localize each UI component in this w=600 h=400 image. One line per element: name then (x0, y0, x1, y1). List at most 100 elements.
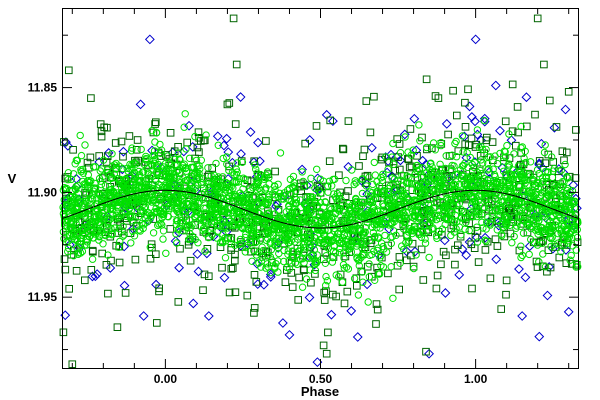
data-point (548, 223, 556, 231)
data-point (99, 156, 108, 164)
data-point (564, 237, 572, 245)
data-point (127, 147, 136, 155)
data-point (145, 210, 154, 218)
data-point (344, 187, 352, 195)
data-point (344, 265, 353, 273)
data-point (486, 153, 494, 161)
data-point (125, 185, 133, 194)
data-point (135, 167, 143, 176)
data-point (384, 165, 392, 173)
data-point (516, 182, 524, 191)
data-point (439, 247, 448, 256)
data-point (380, 188, 388, 196)
data-point (103, 166, 112, 174)
data-point (201, 226, 209, 234)
data-point (281, 231, 289, 240)
data-point (347, 210, 356, 218)
data-point (484, 201, 493, 210)
data-point (64, 247, 72, 256)
data-point (322, 287, 330, 295)
data-point (416, 182, 424, 191)
data-point (250, 304, 259, 312)
data-point (263, 260, 272, 268)
data-point (453, 111, 461, 120)
data-point (559, 235, 568, 244)
data-point (364, 209, 372, 217)
data-point (236, 235, 245, 244)
data-point (245, 217, 253, 225)
data-point (411, 170, 419, 178)
data-point (291, 223, 300, 232)
data-point (216, 238, 225, 247)
data-point (129, 227, 137, 236)
data-point (231, 241, 239, 250)
data-point (321, 198, 329, 206)
data-point (473, 212, 481, 221)
data-point (501, 148, 509, 156)
data-point (501, 117, 510, 126)
data-point (104, 230, 113, 238)
data-point (317, 239, 325, 247)
data-point (473, 238, 482, 246)
data-point (271, 238, 279, 246)
data-point (480, 232, 491, 243)
data-point (526, 158, 535, 166)
data-point (261, 186, 269, 194)
data-point (503, 220, 511, 228)
data-point (475, 210, 483, 219)
data-point (422, 143, 431, 152)
data-point (153, 208, 161, 217)
data-point (390, 160, 398, 169)
data-point (560, 104, 571, 115)
data-point (366, 188, 374, 196)
data-point (90, 184, 98, 192)
data-point (377, 251, 385, 260)
data-point (467, 209, 476, 217)
data-point (227, 265, 236, 273)
data-point (159, 235, 167, 243)
data-point (339, 239, 348, 248)
data-point (175, 194, 183, 203)
data-point (392, 231, 400, 240)
data-point (558, 147, 567, 155)
data-point (133, 136, 142, 144)
data-point (253, 137, 263, 148)
data-point (398, 242, 406, 250)
data-point (77, 151, 86, 160)
data-point (210, 171, 219, 180)
data-point (222, 178, 230, 187)
data-point (357, 213, 366, 221)
data-point (183, 222, 192, 230)
data-point (508, 239, 516, 247)
data-point (322, 252, 330, 260)
data-point (557, 166, 566, 174)
data-point (155, 220, 163, 228)
data-point (227, 235, 235, 243)
data-point (510, 232, 518, 241)
data-point (365, 236, 374, 245)
data-point (133, 193, 142, 202)
data-point (351, 177, 359, 185)
data-point (307, 278, 315, 287)
data-point (264, 251, 272, 260)
data-point (378, 176, 386, 185)
data-point (238, 158, 247, 167)
data-point (166, 175, 175, 183)
data-point (482, 237, 490, 245)
data-point (360, 145, 369, 154)
data-point (102, 261, 111, 269)
data-point (142, 154, 150, 163)
data-point (397, 216, 405, 224)
data-point (563, 306, 574, 317)
data-point (200, 270, 209, 279)
data-point (298, 283, 307, 291)
data-point (337, 196, 345, 204)
data-point (252, 165, 260, 174)
data-point (479, 145, 487, 154)
data-point (359, 278, 367, 286)
data-point (422, 347, 430, 356)
data-point (535, 258, 543, 266)
data-point (404, 238, 412, 247)
data-point (302, 203, 311, 211)
data-point (193, 266, 204, 277)
